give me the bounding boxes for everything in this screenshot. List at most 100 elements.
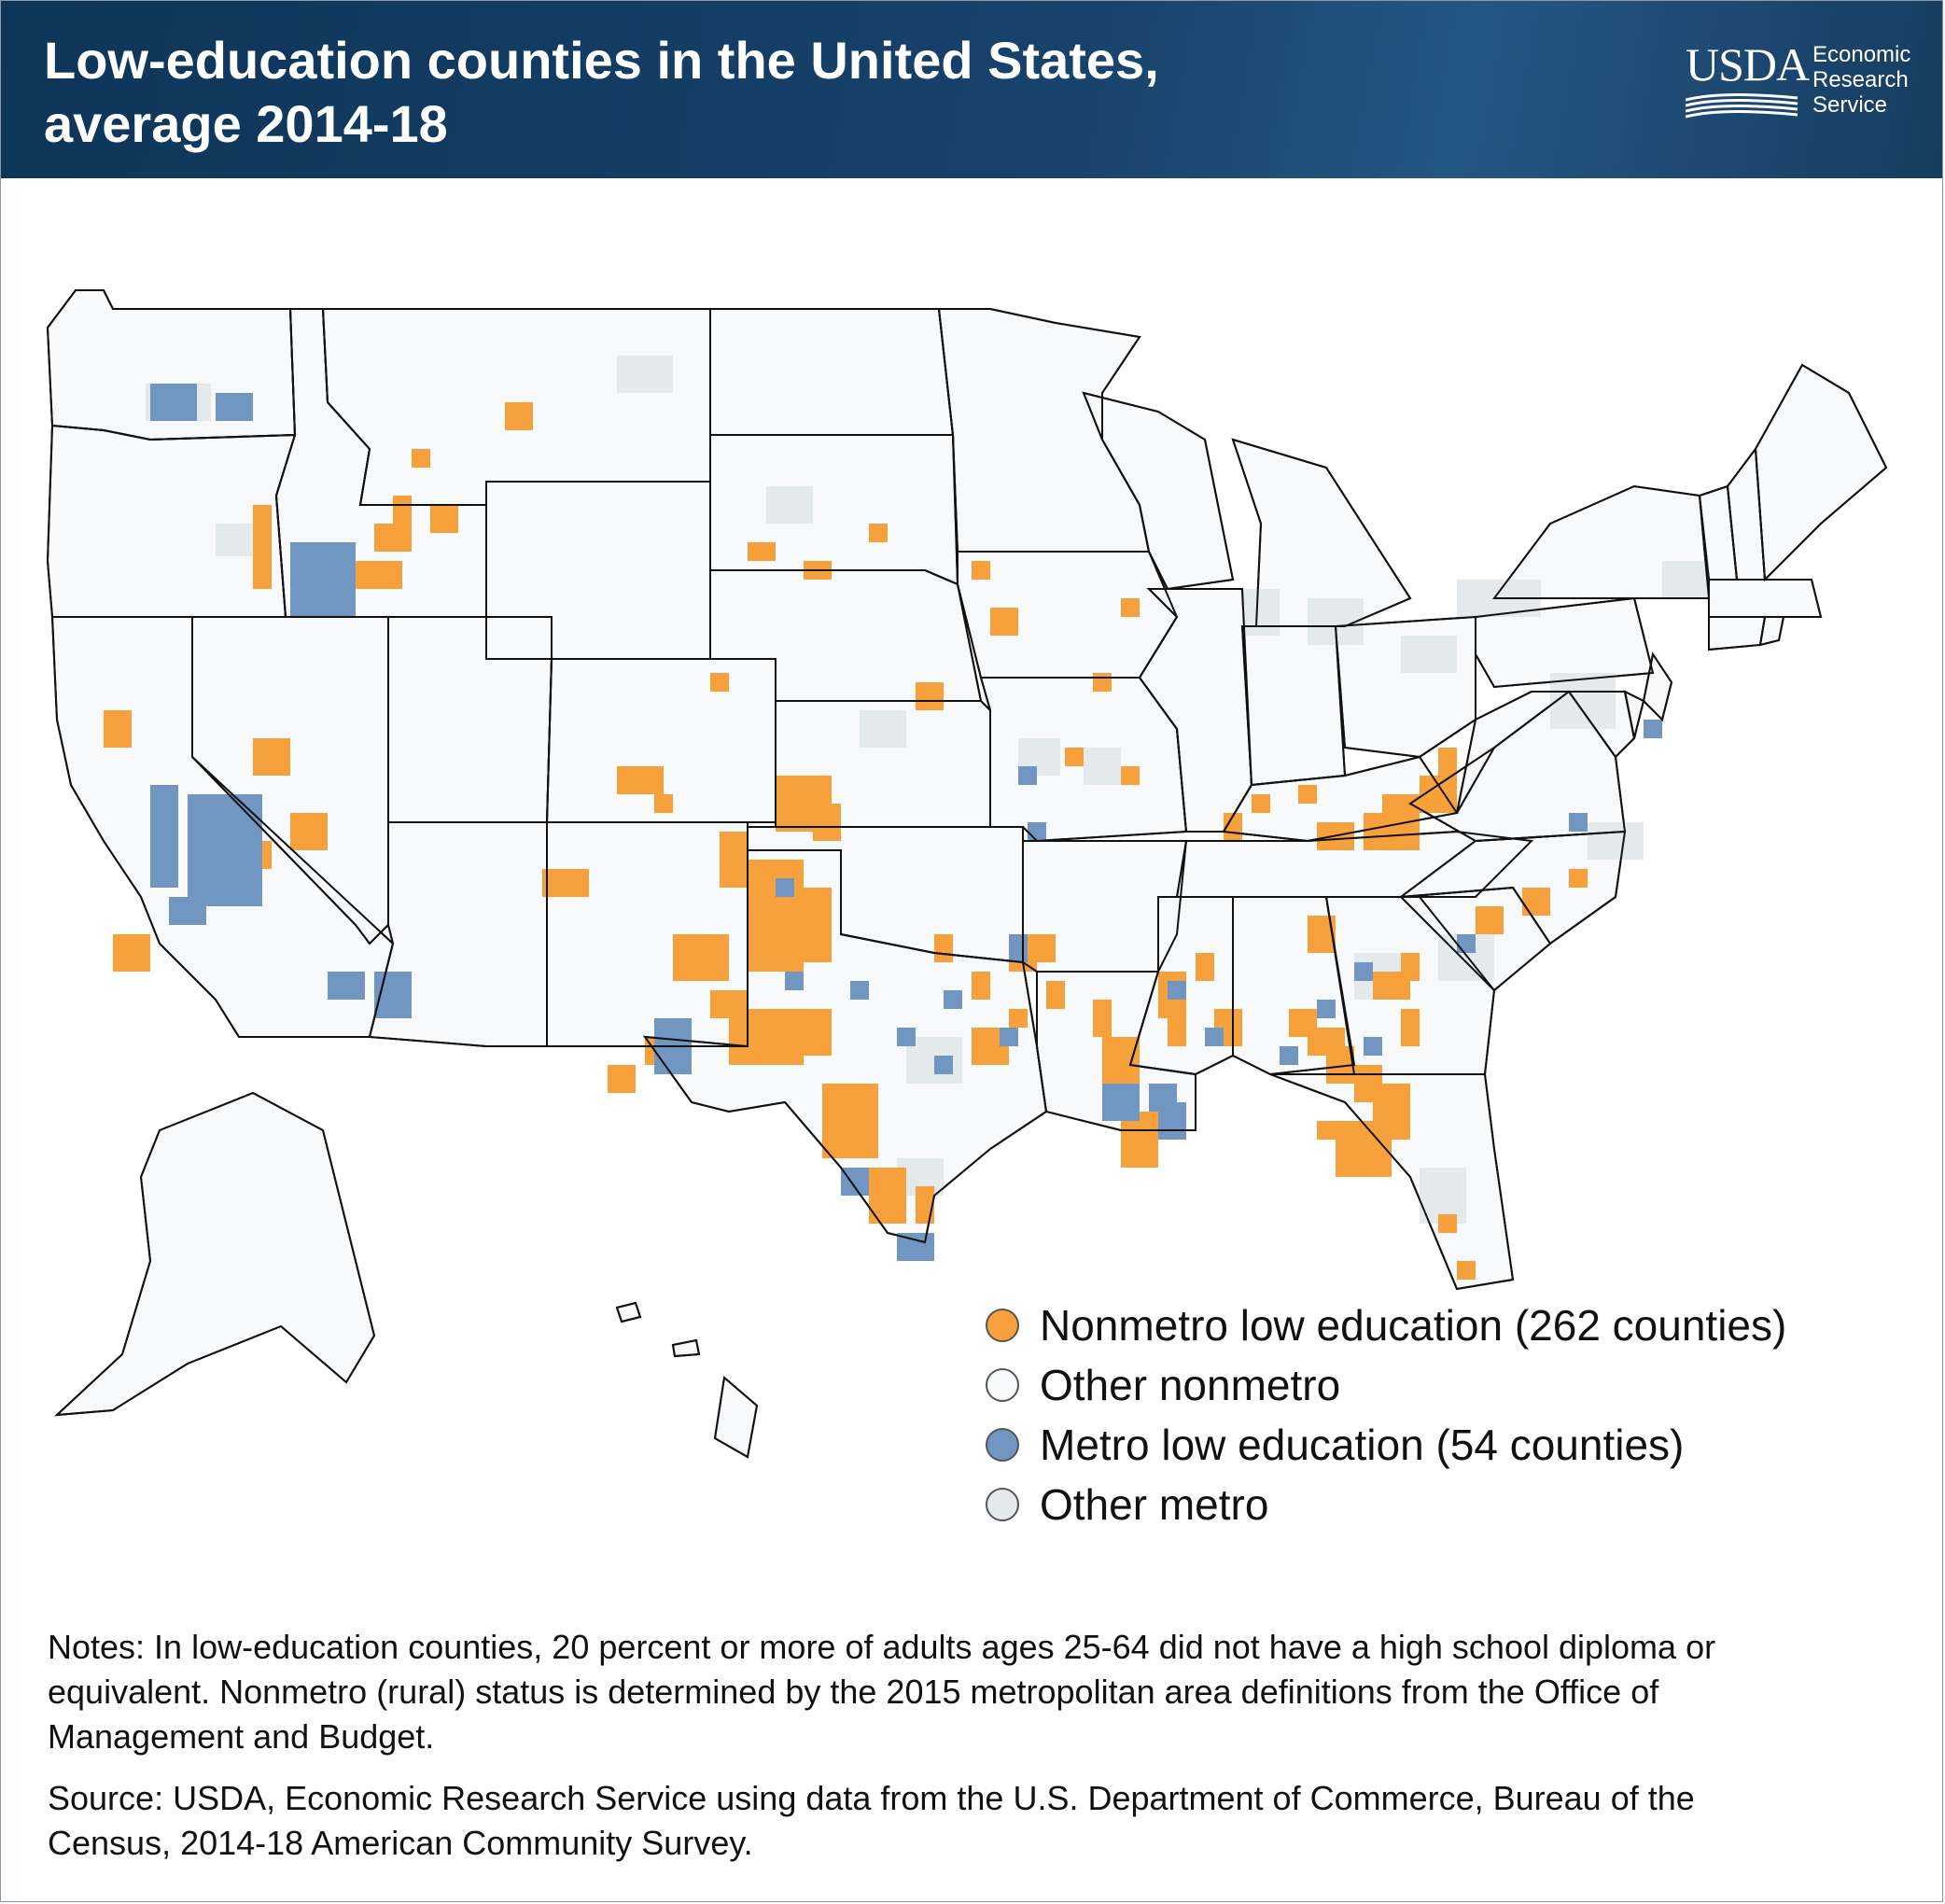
nonmetro-low-education-county-47: [1401, 953, 1420, 981]
nonmetro-low-education-county-9: [505, 402, 533, 430]
other-metro-swatch: [986, 1488, 1019, 1521]
metro-area-6: [1084, 748, 1121, 785]
nonmetro-low-education-county-15: [617, 766, 664, 794]
state-boundaries: [46, 289, 1888, 1459]
state-me: [1754, 363, 1888, 582]
other-nonmetro-swatch: [986, 1368, 1019, 1402]
state-outline-nj: [1642, 651, 1673, 721]
nonmetro-low-education-county-6: [374, 524, 412, 552]
nonmetro-low-education-county-13: [972, 561, 990, 580]
state-outline-oh: [1334, 615, 1476, 759]
metro-area-4: [860, 710, 906, 748]
usda-wave-icon: [1686, 92, 1798, 119]
metro-area-7: [1242, 589, 1280, 636]
metro-low-education-county-17: [1102, 1084, 1140, 1121]
nonmetro-low-education-county-65: [1438, 1214, 1457, 1233]
nonmetro-low-education-county-73: [1121, 598, 1140, 617]
nonmetro-low-education-county-31: [1009, 1009, 1028, 1028]
nonmetro-low-education-county-26: [794, 1009, 832, 1056]
metro-low-education-county-25: [1364, 1037, 1382, 1056]
metro-low-education-county-16: [1000, 1028, 1018, 1046]
usda-logo-text: USDA: [1686, 38, 1810, 91]
metro-area-1: [216, 524, 253, 556]
metro-low-education-county-15: [934, 1056, 953, 1074]
nonmetro-low-education-county-50: [1317, 1121, 1336, 1140]
nonmetro-low-education-county-48: [1401, 1009, 1420, 1046]
metro-low-education-county-32: [1009, 934, 1028, 962]
metro-low-education-county-20: [1168, 981, 1186, 1000]
state-outline-ak: [54, 1091, 376, 1417]
us-county-map: [46, 289, 1888, 1459]
nonmetro-low-education-county-49: [1336, 1121, 1392, 1177]
state-outline-md: [1567, 691, 1636, 759]
nonmetro-low-education-county-71: [990, 608, 1018, 636]
state-sd: [709, 434, 959, 586]
nonmetro-low-education-county-17: [710, 673, 729, 692]
metro-low-education-county-12: [785, 972, 804, 990]
state-outline-tx: [642, 849, 1048, 1244]
title-line-1: Low-education counties in the United Sta…: [44, 31, 1159, 90]
nonmetro-low-education-county-22: [794, 888, 832, 962]
nonmetro-low-education-county-63: [1522, 888, 1550, 916]
map-outlines: [46, 289, 1888, 1459]
nonmetro-low-education-county-59: [1121, 766, 1140, 785]
metro-low-education-swatch: [986, 1428, 1019, 1462]
nonmetro-low-education-county-33: [1093, 1000, 1112, 1037]
state-outline-al: [1232, 896, 1356, 1076]
nonmetro-low-education-county-67: [934, 934, 953, 962]
nonmetro-low-education-county-14: [542, 869, 589, 897]
nonmetro-low-education-county-72: [1093, 673, 1112, 692]
state-outline-pa: [1475, 596, 1655, 689]
legend-label-other-nonmetro: Other nonmetro: [1040, 1361, 1341, 1409]
nonmetro-low-education-county-10: [748, 542, 776, 561]
nonmetro-low-education-county-19: [813, 804, 841, 841]
nonmetro-low-education-county-66: [1457, 1261, 1476, 1280]
metro-low-education-county-0: [150, 384, 197, 421]
metro-low-education-county-3: [150, 785, 178, 888]
nonmetro-low-education-county-7: [430, 505, 458, 533]
ers-logo-line-1: Economic: [1812, 42, 1911, 67]
metro-low-education-county-19: [1158, 1102, 1186, 1140]
legend-label-nonmetro-low-education: Nonmetro low education (262 counties): [1040, 1301, 1787, 1350]
metro-low-education-county-6: [328, 972, 365, 1000]
nonmetro-low-education-county-0: [253, 738, 290, 776]
nonmetro-low-education-county-12: [869, 524, 888, 542]
legend-label-metro-low-education: Metro low education (54 counties): [1040, 1421, 1685, 1469]
ers-logo-line-3: Service: [1812, 92, 1888, 118]
nonmetro-low-education-county-62: [1476, 906, 1504, 934]
nonmetro-low-education-county-61: [1037, 934, 1056, 962]
state-in: [1240, 625, 1347, 787]
metro-low-education-county-23: [1317, 1000, 1336, 1018]
title-line-2: average 2014-18: [44, 94, 448, 153]
metro-low-education-county-28: [1644, 720, 1662, 738]
metro-low-education-county-22: [1280, 1046, 1298, 1065]
nonmetro-low-education-county-75: [393, 496, 412, 524]
metro-low-education-county-14: [944, 990, 962, 1009]
nonmetro-low-education-county-8: [356, 561, 402, 589]
nonmetro-low-education-county-58: [1252, 794, 1270, 813]
nonmetro-low-education-county-23: [673, 934, 729, 981]
metro-low-education-county-27: [1569, 813, 1588, 832]
state-outline-nm: [486, 821, 749, 1047]
metro-low-education-county-29: [1018, 766, 1037, 785]
ers-logo-text: Economic Research Service: [1812, 42, 1910, 118]
nonmetro-low-education-county-16: [654, 794, 673, 813]
metro-area-11: [1550, 673, 1616, 729]
state-ut: [387, 616, 553, 823]
metro-area-3: [766, 486, 813, 524]
nonmetro-low-education-county-64: [1569, 869, 1588, 888]
metro-low-education-county-4: [188, 794, 262, 906]
header-banner: Low-education counties in the United Sta…: [1, 1, 1942, 178]
state-outline-hi2: [671, 1338, 701, 1358]
metro-low-education-county-9: [841, 1168, 869, 1196]
state-outline-fl: [1269, 1073, 1515, 1291]
nonmetro-low-education-county-76: [608, 1065, 636, 1093]
nonmetro-low-education-county-2: [290, 813, 328, 850]
nonmetro-low-education-county-54: [1438, 748, 1457, 776]
metro-low-education-county-2: [290, 542, 356, 617]
nonmetro-low-education-county-5: [253, 505, 272, 589]
metro-low-education-county-1: [216, 393, 253, 421]
nonmetro-low-education-county-68: [972, 972, 990, 1000]
nonmetro-low-education-county-74: [412, 449, 430, 468]
